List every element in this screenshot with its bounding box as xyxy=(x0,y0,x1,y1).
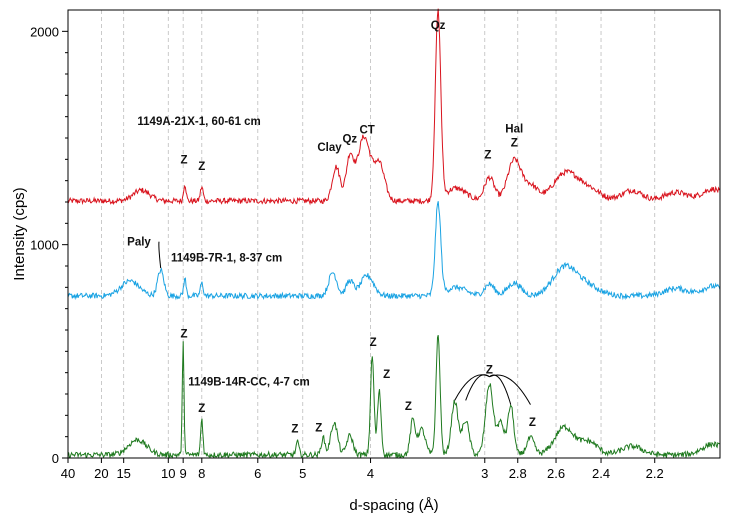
x-tick-label: 2.4 xyxy=(592,466,610,481)
peak-label: Z xyxy=(180,328,187,340)
series-layer xyxy=(67,8,721,459)
x-tick-label: 20 xyxy=(94,466,108,481)
y-tick-label: 1000 xyxy=(30,238,59,253)
y-tick-label: 2000 xyxy=(30,24,59,39)
series-line xyxy=(67,334,720,459)
y-ticks: 0 1000 2000 xyxy=(30,24,68,466)
x-tick-label: 3 xyxy=(481,466,488,481)
x-tick-label: 2.8 xyxy=(509,466,527,481)
x-tick-label: 5 xyxy=(299,466,306,481)
sample-label: 1149B-14R-CC, 4-7 cm xyxy=(188,376,309,388)
y-axis-title: Intensity (cps) xyxy=(11,187,28,280)
peak-label: Z xyxy=(511,138,518,150)
peak-label: Z xyxy=(198,403,205,415)
leader-line xyxy=(454,374,490,401)
peak-label: Z xyxy=(315,422,322,434)
peak-label: Qz xyxy=(431,20,446,32)
peak-label: CT xyxy=(360,125,375,137)
peak-label: Qz xyxy=(342,133,357,145)
x-tick-label: 40 xyxy=(61,466,75,481)
peak-label: Paly xyxy=(127,237,151,249)
x-tick-label: 2.6 xyxy=(547,466,565,481)
x-tick-label: 4 xyxy=(367,466,374,481)
x-axis-title: d-spacing (Å) xyxy=(349,497,438,514)
peak-label: Z xyxy=(180,155,187,167)
x-tick-label: 15 xyxy=(116,466,130,481)
peak-label: Z xyxy=(383,369,390,381)
x-tick-label: 10 xyxy=(161,466,175,481)
peak-label: Z xyxy=(529,417,536,429)
plot-frame xyxy=(67,9,721,459)
x-tick-label: 2.2 xyxy=(646,466,664,481)
x-tick-label: 6 xyxy=(254,466,261,481)
series-line xyxy=(67,8,721,206)
peak-label: Z xyxy=(486,365,493,377)
sample-label: 1149B-7R-1, 8-37 cm xyxy=(171,253,282,265)
peak-label: Z xyxy=(405,401,412,413)
x-tick-label: 9 xyxy=(180,466,187,481)
leader-line xyxy=(158,241,162,269)
leader-line xyxy=(489,374,531,405)
x-ticks: 40 20 15 10 9 8 6 5 4 3 2.8 2.6 2.4 2.2 xyxy=(61,458,664,481)
peak-label: Z xyxy=(370,337,377,349)
peak-label: Hal xyxy=(505,124,523,136)
peak-label: Z xyxy=(291,423,298,435)
peak-label: Z xyxy=(198,161,205,173)
peak-label: Z xyxy=(484,149,491,161)
peak-label: Clay xyxy=(317,142,342,154)
x-tick-label: 8 xyxy=(198,466,205,481)
leader-line xyxy=(465,374,490,401)
series-line xyxy=(67,201,721,301)
sample-label: 1149A-21X-1, 60-61 cm xyxy=(137,116,260,128)
y-tick-label: 0 xyxy=(52,451,59,466)
